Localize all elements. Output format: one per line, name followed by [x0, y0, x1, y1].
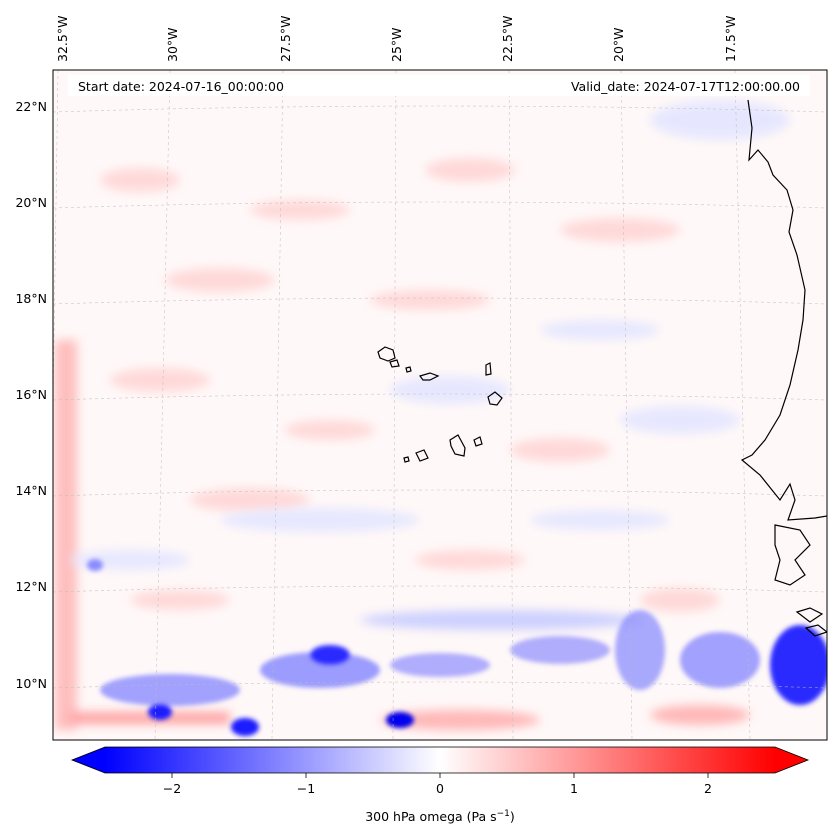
- colorbar-tick-label: 0: [436, 781, 444, 796]
- colorbar: −2 −1 0 1 2 300 hPa omega (Pa s−1): [70, 746, 810, 824]
- date-bar: [68, 75, 810, 96]
- strong-ascent-band: [87, 559, 827, 736]
- lon-label-27-5w: 27.5°W: [278, 16, 293, 62]
- longitude-labels: 32.5°W 30°W 27.5°W 25°W 22.5°W 20°W 17.5…: [55, 16, 738, 62]
- start-date-label: Start date: 2024-07-16_00:00:00: [78, 79, 284, 94]
- valid-date-label: Valid_date: 2024-07-17T12:00:00.00: [571, 79, 800, 94]
- lon-label-30w: 30°W: [165, 27, 180, 62]
- africa-coastline: [740, 99, 827, 521]
- colorbar-label-suffix: ): [510, 809, 515, 824]
- colorbar-outline: [70, 746, 810, 774]
- gridlines: [53, 70, 827, 740]
- lon-label-17-5w: 17.5°W: [723, 16, 738, 62]
- lat-label-18n: 18°N: [15, 291, 47, 306]
- colorbar-tick-label: −1: [297, 781, 315, 796]
- colorbar-ticks: −2 −1 0 1 2: [163, 773, 712, 796]
- colorbar-label-exp: −1: [497, 809, 510, 819]
- lon-label-32-5w: 32.5°W: [55, 16, 70, 62]
- omega-field: [53, 70, 827, 740]
- lon-label-22-5w: 22.5°W: [500, 16, 515, 62]
- colorbar-tick-label: 2: [704, 781, 712, 796]
- lat-label-14n: 14°N: [15, 483, 47, 498]
- cape-verde-islands: [377, 346, 396, 362]
- lat-label-20n: 20°N: [15, 195, 47, 210]
- lat-label-16n: 16°N: [15, 387, 47, 402]
- lat-label-10n: 10°N: [15, 676, 47, 691]
- lon-label-25w: 25°W: [389, 27, 404, 62]
- map-frame: [52, 69, 828, 741]
- colorbar-gradient: [105, 747, 775, 773]
- latitude-labels: 22°N 20°N 18°N 16°N 14°N 12°N 10°N: [15, 99, 47, 691]
- colorbar-label: 300 hPa omega (Pa s−1): [365, 809, 515, 824]
- colorbar-min-extend: [72, 747, 105, 773]
- colorbar-tick-label: −2: [163, 781, 181, 796]
- colorbar-max-extend: [775, 747, 808, 773]
- colorbar-label-prefix: 300 hPa omega (Pa s: [365, 809, 496, 824]
- lat-label-22n: 22°N: [15, 99, 47, 114]
- lon-label-20w: 20°W: [611, 27, 626, 62]
- colorbar-tick-label: 1: [570, 781, 578, 796]
- lat-label-12n: 12°N: [15, 579, 47, 594]
- coastlines: [377, 99, 827, 637]
- positive-omega-patches: [55, 158, 750, 730]
